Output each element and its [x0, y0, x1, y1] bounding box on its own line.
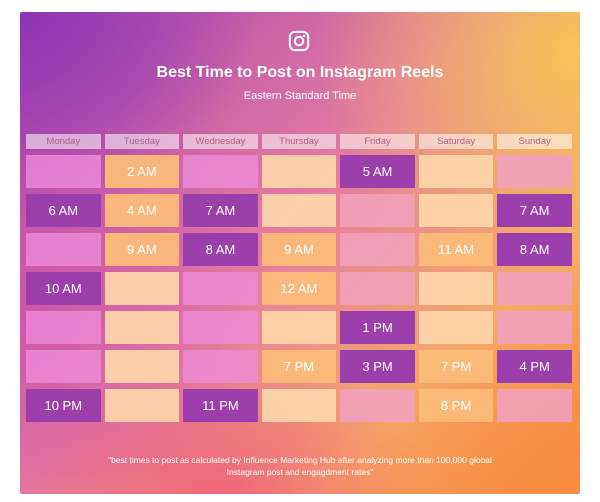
time-slot-best: 7 PM: [418, 350, 494, 383]
day-header-tuesday: Tuesday: [104, 134, 180, 149]
time-slot-row: 10 PM 11 PM 8 PM: [26, 389, 574, 422]
time-slot-empty: [104, 389, 180, 422]
time-slot-empty: [26, 311, 101, 344]
time-slot-empty: [261, 389, 337, 422]
time-slot-empty: [104, 272, 180, 305]
time-slot-row: 10 AM 12 AM: [26, 272, 574, 305]
infographic-card: Best Time to Post on Instagram Reels Eas…: [20, 12, 580, 494]
time-slot-empty: [261, 155, 337, 188]
time-slot-best: 5 AM: [340, 155, 415, 188]
instagram-icon: [286, 28, 312, 54]
time-slot-row: 6 AM 4 AM 7 AM 7 AM: [26, 194, 574, 227]
time-slot-best: 3 PM: [340, 350, 415, 383]
time-slot-best: 4 PM: [497, 350, 572, 383]
time-slot-empty: [261, 311, 337, 344]
time-slot-empty: [26, 350, 101, 383]
time-slot-empty: [340, 194, 415, 227]
time-slot-best: 8 AM: [497, 233, 572, 266]
time-slot-empty: [104, 350, 180, 383]
time-slot-best: 2 AM: [104, 155, 180, 188]
time-slot-empty: [497, 155, 572, 188]
time-slot-best: 11 AM: [418, 233, 494, 266]
day-header-wednesday: Wednesday: [183, 134, 258, 149]
schedule-grid: Monday Tuesday Wednesday Thursday Friday…: [26, 134, 574, 428]
time-slot-best: 6 AM: [26, 194, 101, 227]
footnote: "best times to post as calculated by Inf…: [108, 455, 492, 477]
day-header-monday: Monday: [26, 134, 101, 149]
time-slot-best: 7 AM: [497, 194, 572, 227]
time-slot-empty: [497, 272, 572, 305]
time-slot-rows: 2 AM 5 AM 6 AM 4 AM 7 AM 7 AM 9 AM 8 AM 9 AM 11 A…: [26, 155, 574, 422]
time-slot-empty: [340, 389, 415, 422]
time-slot-empty: [261, 194, 337, 227]
time-slot-row: 7 PM 3 PM 7 PM 4 PM: [26, 350, 574, 383]
time-slot-best: 1 PM: [340, 311, 415, 344]
page-subtitle: Eastern Standard Time: [243, 90, 357, 102]
time-slot-best: 7 PM: [261, 350, 337, 383]
time-slot-row: 1 PM: [26, 311, 574, 344]
time-slot-best: 10 PM: [26, 389, 101, 422]
day-header-row: Monday Tuesday Wednesday Thursday Friday…: [26, 134, 574, 149]
time-slot-empty: [183, 350, 258, 383]
time-slot-empty: [340, 272, 415, 305]
time-slot-row: 2 AM 5 AM: [26, 155, 574, 188]
time-slot-empty: [418, 155, 494, 188]
day-header-friday: Friday: [340, 134, 415, 149]
time-slot-empty: [418, 272, 494, 305]
time-slot-empty: [26, 233, 101, 266]
time-slot-empty: [340, 233, 415, 266]
time-slot-empty: [183, 311, 258, 344]
time-slot-empty: [497, 311, 572, 344]
day-header-thursday: Thursday: [261, 134, 337, 149]
time-slot-empty: [183, 272, 258, 305]
time-slot-best: 10 AM: [26, 272, 101, 305]
time-slot-best: 8 PM: [418, 389, 494, 422]
time-slot-empty: [26, 155, 101, 188]
time-slot-empty: [497, 389, 572, 422]
time-slot-best: 11 PM: [183, 389, 258, 422]
time-slot-best: 9 AM: [104, 233, 180, 266]
time-slot-empty: [418, 311, 494, 344]
time-slot-best: 9 AM: [261, 233, 337, 266]
time-slot-empty: [104, 311, 180, 344]
time-slot-best: 4 AM: [104, 194, 180, 227]
page-title: Best Time to Post on Instagram Reels: [156, 64, 444, 81]
time-slot-best: 7 AM: [183, 194, 258, 227]
time-slot-row: 9 AM 8 AM 9 AM 11 AM 8 AM: [26, 233, 574, 266]
time-slot-best: 8 AM: [183, 233, 258, 266]
day-header-saturday: Saturday: [418, 134, 494, 149]
time-slot-empty: [183, 155, 258, 188]
time-slot-best: 12 AM: [261, 272, 337, 305]
time-slot-empty: [418, 194, 494, 227]
day-header-sunday: Sunday: [497, 134, 572, 149]
